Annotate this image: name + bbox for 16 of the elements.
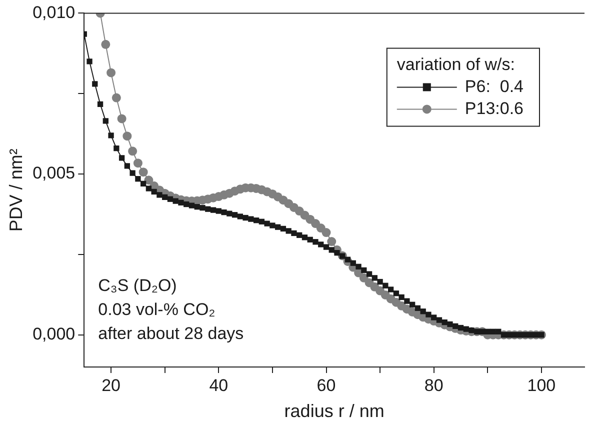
y-tick-label: 0,000 bbox=[32, 324, 76, 344]
x-tick-label: 20 bbox=[102, 376, 121, 395]
x-tick-label: 40 bbox=[209, 376, 228, 395]
y-tick-label: 0,005 bbox=[32, 164, 76, 183]
x-axis-title: radius r / nm bbox=[284, 401, 384, 422]
annotation: C₃S (D₂O) bbox=[98, 276, 177, 295]
x-tick-label: 60 bbox=[316, 376, 336, 395]
legend-label: P13:0.6 bbox=[464, 98, 524, 118]
y-axis-title: PDV / nm² bbox=[6, 148, 26, 232]
legend-label: P6: 0.4 bbox=[464, 76, 524, 96]
y-tick-label: 0,010 bbox=[32, 2, 76, 22]
annotation: after about 28 days bbox=[98, 324, 244, 343]
legend-title: variation of w/s: bbox=[396, 54, 516, 74]
x-tick-label: 100 bbox=[527, 376, 556, 395]
annotation: 0.03 vol-% CO₂ bbox=[98, 300, 216, 319]
x-tick-label: 80 bbox=[424, 376, 444, 395]
